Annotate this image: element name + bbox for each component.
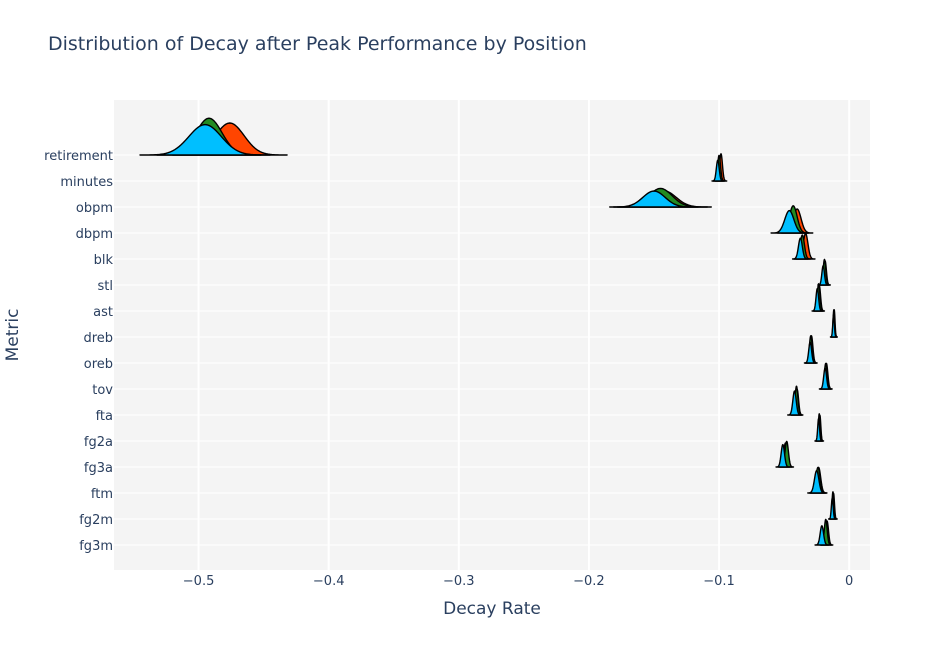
ridge-fg2m — [827, 497, 837, 520]
x-tick-label: 0 — [845, 574, 853, 589]
chart-title: Distribution of Decay after Peak Perform… — [48, 33, 587, 55]
ridge-tov — [818, 367, 832, 390]
y-axis-ticks: retirement minutes obpm dbpm blk stl ast dreb or… — [44, 149, 113, 554]
x-tick-label: −0.4 — [313, 574, 345, 589]
y-tick-label: dbpm — [76, 227, 113, 242]
x-tick-label: −0.3 — [443, 574, 475, 589]
y-tick-label: ast — [93, 305, 113, 320]
ridge-dbpm — [770, 209, 809, 234]
x-axis-title: Decay Rate — [443, 599, 541, 619]
ridge-ast — [811, 287, 824, 312]
y-tick-label: stl — [98, 279, 113, 294]
y-tick-label: dreb — [83, 331, 113, 346]
y-tick-label: blk — [94, 253, 114, 268]
x-tick-label: −0.5 — [183, 574, 215, 589]
y-tick-label: fg3m — [79, 539, 113, 554]
x-tick-label: −0.1 — [703, 574, 735, 589]
ridge-obpm — [609, 190, 699, 208]
y-tick-label: fta — [96, 409, 113, 424]
y-tick-label: ftm — [91, 487, 113, 502]
ridge-fg2a — [814, 417, 823, 442]
y-tick-label: fg2a — [84, 435, 113, 450]
ridge-minutes — [711, 159, 725, 182]
y-tick-label: tov — [92, 383, 113, 398]
y-tick-label: obpm — [76, 201, 113, 216]
ridge-fg3m — [814, 525, 830, 546]
y-tick-label: fg3a — [84, 461, 113, 476]
ridge-ftm — [807, 469, 827, 494]
ridge-fg3a — [775, 443, 791, 468]
x-axis-ticks: −0.5 −0.4 −0.3 −0.2 −0.1 0 — [183, 574, 854, 589]
y-tick-label: fg2m — [79, 513, 113, 528]
y-axis-title: Metric — [3, 309, 23, 362]
ridge-dreb — [829, 313, 838, 338]
ridge-retirement — [139, 123, 271, 156]
plot-area — [114, 100, 870, 570]
ridge-blk — [791, 237, 809, 260]
y-tick-label: retirement — [44, 149, 113, 164]
x-tick-label: −0.2 — [573, 574, 605, 589]
y-tick-label: oreb — [84, 357, 113, 372]
ridge-oreb — [803, 341, 817, 364]
gridlines — [114, 100, 870, 570]
y-tick-label: minutes — [60, 175, 113, 190]
ridges — [139, 117, 839, 546]
ridge-fta — [787, 390, 802, 416]
